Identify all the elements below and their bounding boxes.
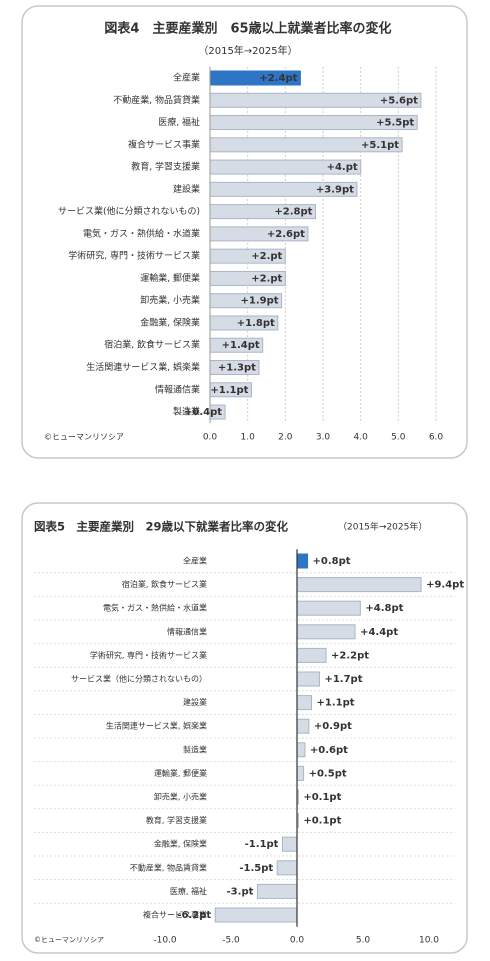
- category-label: 学術研究, 専門・技術サービス業: [68, 250, 200, 262]
- x-tick-label: 1.0: [241, 433, 256, 443]
- value-label: +2.pt: [251, 251, 282, 262]
- category-label: サービス業(他に分類されないもの): [58, 205, 200, 217]
- value-label: +4.pt: [327, 162, 358, 173]
- chart-title: 図表5 主要産業別 29歳以下就業者比率の変化: [34, 520, 289, 534]
- category-label: 宿泊業, 飲食サービス業: [122, 579, 207, 589]
- value-label: +4.4pt: [360, 627, 398, 638]
- value-label: +9.4pt: [426, 580, 464, 591]
- category-label: 全産業: [183, 556, 207, 566]
- category-label: 建設業: [183, 697, 207, 707]
- value-label: -1.1pt: [245, 839, 279, 850]
- value-label: +2.2pt: [331, 650, 369, 661]
- value-label: +1.7pt: [324, 674, 362, 685]
- value-label: +5.6pt: [380, 95, 418, 106]
- bar: [296, 718, 310, 734]
- category-label: 宿泊業, 飲食サービス業: [104, 339, 200, 351]
- value-label: +5.1pt: [361, 140, 399, 151]
- value-label: +3.9pt: [316, 184, 354, 195]
- category-label: 学術研究, 専門・技術サービス業: [90, 650, 207, 660]
- bar: [214, 907, 298, 923]
- category-label: 運輸業, 郵便業: [154, 768, 207, 778]
- value-label: +1.3pt: [218, 363, 256, 374]
- category-label: 不動産業, 物品賃貸業: [130, 862, 207, 872]
- bar: [296, 671, 320, 687]
- value-label: +1.9pt: [241, 296, 279, 307]
- value-label: +0.1pt: [303, 792, 341, 803]
- bar: [296, 695, 313, 711]
- x-tick-label: 0.0: [203, 433, 218, 443]
- value-label: +0.8pt: [313, 556, 351, 567]
- category-label: 医療, 福祉: [170, 886, 207, 896]
- value-label: +1.1pt: [317, 698, 355, 709]
- category-label: 教育, 学習支援業: [146, 815, 207, 825]
- bar: [296, 742, 306, 758]
- chart-subtitle: （2015年→2025年）: [198, 44, 297, 57]
- x-tick-label: 2.0: [278, 433, 293, 443]
- value-label: +0.1pt: [303, 816, 341, 827]
- chart-subtitle: （2015年→2025年）: [338, 521, 427, 533]
- category-label: 情報通信業: [167, 626, 207, 636]
- category-label: 製造業: [173, 406, 200, 418]
- bar: [256, 883, 298, 899]
- value-label: -6.2pt: [177, 910, 211, 921]
- category-label: 卸売業, 小売業: [140, 294, 200, 306]
- value-label: +0.9pt: [314, 721, 352, 732]
- x-tick-label: -5.0: [222, 936, 240, 946]
- category-label: 全産業: [173, 72, 200, 84]
- category-label: 金融業, 保険業: [154, 839, 207, 849]
- category-label: 電気・ガス・熱供給・水道業: [103, 603, 207, 613]
- value-label: +1.4pt: [222, 340, 260, 351]
- category-label: 製造業: [183, 744, 207, 754]
- category-label: 電気・ガス・熱供給・水道業: [83, 227, 200, 239]
- x-tick-label: 6.0: [429, 433, 444, 443]
- value-label: +2.4pt: [259, 73, 297, 84]
- source: ©ヒューマンリソシア: [44, 433, 124, 442]
- value-label: +2.pt: [251, 273, 282, 284]
- bar: [296, 553, 309, 569]
- bar: [296, 765, 305, 781]
- value-label: -1.5pt: [239, 863, 273, 874]
- value-label: +1.8pt: [237, 318, 275, 329]
- category-label: 建設業: [173, 183, 200, 195]
- bar: [296, 577, 422, 593]
- category-label: 不動産業, 物品賃貸業: [113, 94, 200, 106]
- value-label: +4.8pt: [365, 603, 403, 614]
- category-label: 情報通信業: [155, 383, 200, 395]
- x-tick-label: 5.0: [356, 936, 371, 946]
- category-label: 卸売業, 小売業: [154, 792, 207, 802]
- x-tick-label: 4.0: [354, 433, 369, 443]
- value-label: +2.8pt: [274, 207, 312, 218]
- value-label: +1.1pt: [210, 385, 248, 396]
- category-label: 複合サービス事業: [128, 138, 200, 150]
- chart-title: 図表4 主要産業別 65歳以上就業者比率の変化: [104, 21, 391, 37]
- value-label: +0.4pt: [184, 407, 222, 418]
- bar: [276, 860, 298, 876]
- bar: [296, 624, 356, 640]
- bar: [281, 836, 298, 852]
- x-tick-label: 0.0: [290, 936, 305, 946]
- value-label: +5.5pt: [376, 118, 414, 129]
- x-tick-label: -10.0: [153, 936, 177, 946]
- category-label: 医療, 福祉: [158, 116, 200, 128]
- category-label: 金融業, 保険業: [140, 316, 200, 328]
- x-tick-label: 5.0: [391, 433, 406, 443]
- category-label: 運輸業, 郵便業: [140, 272, 200, 284]
- bar: [296, 600, 361, 616]
- x-tick-label: 10.0: [419, 936, 439, 946]
- category-label: 生活関連サービス業, 娯楽業: [106, 721, 207, 731]
- category-label: 複合サービス事業: [143, 910, 207, 920]
- bar: [296, 647, 327, 663]
- value-label: +0.5pt: [309, 768, 347, 779]
- source: ©ヒューマンリソシア: [34, 936, 104, 944]
- value-label: +0.6pt: [310, 745, 348, 756]
- category-label: サービス業（他に分類されないもの）: [71, 674, 207, 684]
- value-label: +2.6pt: [267, 229, 305, 240]
- category-label: 生活関連サービス業, 娯楽業: [86, 361, 200, 373]
- x-tick-label: 3.0: [316, 433, 331, 443]
- value-label: -3.pt: [227, 886, 254, 897]
- category-label: 教育, 学習支援業: [131, 161, 200, 173]
